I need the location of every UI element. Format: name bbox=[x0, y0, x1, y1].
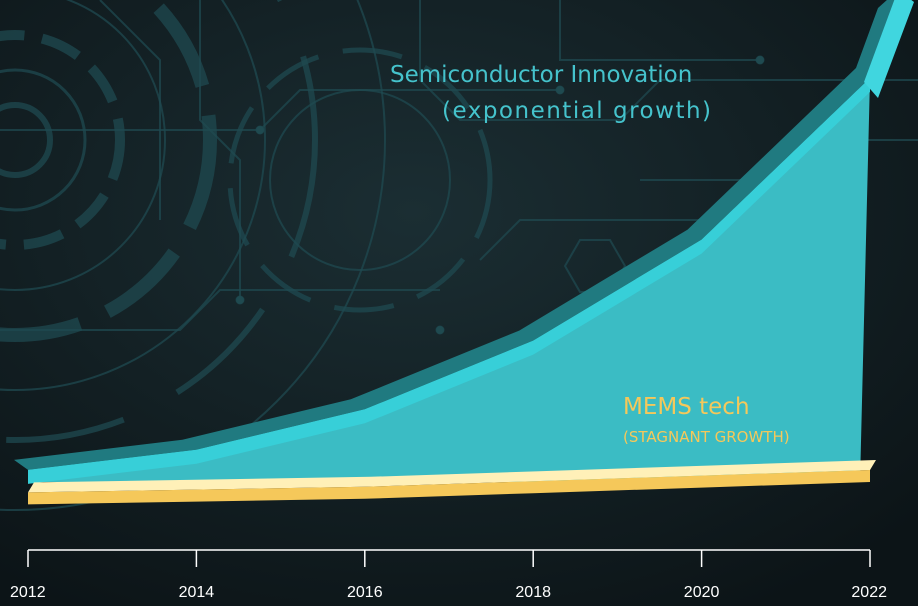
semiconductor-ribbon-tip bbox=[864, 0, 914, 98]
mems-series bbox=[28, 460, 876, 505]
x-axis-tick-label: 2016 bbox=[347, 584, 383, 601]
x-axis-tick-label: 2020 bbox=[684, 584, 720, 601]
mems-point-2012 bbox=[26, 490, 30, 494]
x-axis-tick-label: 2018 bbox=[515, 584, 551, 601]
x-axis-tick-label: 2012 bbox=[10, 584, 46, 601]
semiconductor-series-sublabel: (exponential growth) bbox=[442, 98, 713, 124]
semiconductor-point-2012 bbox=[26, 468, 30, 472]
semiconductor-series bbox=[14, 0, 914, 484]
mems-series-sublabel: (STAGNANT GROWTH) bbox=[623, 428, 790, 446]
mems-point-2020 bbox=[700, 474, 704, 478]
x-axis-tick-label: 2014 bbox=[179, 584, 215, 601]
semiconductor-area bbox=[28, 78, 870, 482]
semiconductor-point-2020 bbox=[700, 238, 704, 242]
mems-ribbon-top bbox=[28, 460, 876, 493]
semiconductor-point-2022 bbox=[868, 76, 872, 80]
mems-point-2022 bbox=[868, 468, 872, 472]
semiconductor-point-2016 bbox=[363, 407, 367, 411]
semiconductor-point-2014 bbox=[194, 448, 198, 452]
mems-point-2014 bbox=[194, 488, 198, 492]
semiconductor-point-2018 bbox=[531, 339, 535, 343]
x-axis-tick-label: 2022 bbox=[851, 584, 887, 601]
mems-ribbon-front bbox=[28, 470, 870, 505]
semiconductor-series-label: Semiconductor Innovation bbox=[390, 62, 692, 88]
mems-series-label: MEMS tech bbox=[623, 394, 750, 420]
mems-point-2018 bbox=[531, 479, 535, 483]
x-axis: 2012 2014 2016 2018 2020 2022 bbox=[10, 549, 887, 601]
mems-point-2016 bbox=[363, 485, 367, 489]
